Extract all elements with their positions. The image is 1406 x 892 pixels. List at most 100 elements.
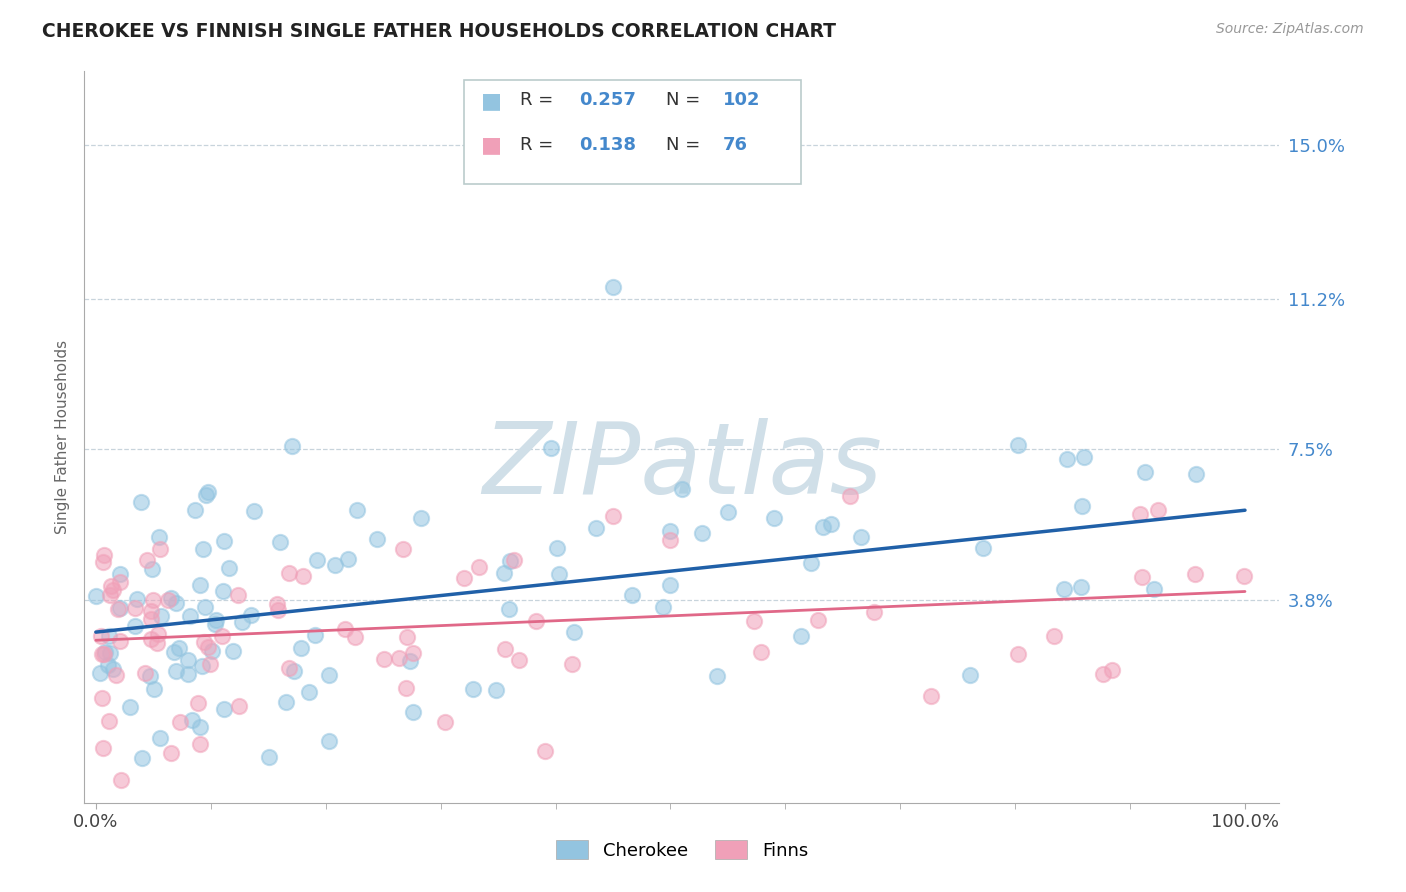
Point bbox=[218, 561, 240, 575]
Point bbox=[98, 588, 121, 602]
Point bbox=[91, 647, 114, 661]
Point bbox=[98, 646, 121, 660]
Point bbox=[212, 534, 235, 549]
Point bbox=[863, 605, 886, 619]
Point bbox=[191, 542, 214, 557]
Point bbox=[141, 592, 163, 607]
Point bbox=[1007, 647, 1029, 661]
Text: ■: ■ bbox=[481, 136, 502, 155]
Text: 102: 102 bbox=[723, 91, 761, 109]
Point bbox=[146, 627, 169, 641]
Point bbox=[98, 714, 121, 729]
Point bbox=[373, 652, 395, 666]
Point bbox=[179, 608, 201, 623]
Point bbox=[197, 485, 219, 500]
Point bbox=[540, 441, 562, 455]
Point bbox=[131, 751, 153, 765]
Point bbox=[396, 630, 419, 644]
Point bbox=[1070, 499, 1092, 513]
Point bbox=[101, 582, 124, 597]
Point bbox=[127, 592, 149, 607]
Point bbox=[160, 591, 183, 605]
Point bbox=[160, 746, 183, 760]
Text: Source: ZipAtlas.com: Source: ZipAtlas.com bbox=[1216, 22, 1364, 37]
Text: R =: R = bbox=[520, 136, 560, 153]
Point bbox=[561, 657, 583, 672]
Point bbox=[266, 597, 288, 611]
Point bbox=[849, 530, 872, 544]
Point bbox=[838, 489, 860, 503]
Point bbox=[193, 635, 215, 649]
Point bbox=[94, 645, 117, 659]
Point bbox=[195, 488, 218, 502]
Point bbox=[184, 502, 207, 516]
Point bbox=[1130, 570, 1153, 584]
Point bbox=[188, 737, 211, 751]
Point bbox=[602, 279, 624, 293]
Point bbox=[143, 682, 166, 697]
Point bbox=[110, 600, 132, 615]
Point bbox=[231, 615, 253, 629]
Point bbox=[191, 659, 214, 673]
Point bbox=[177, 667, 200, 681]
Point bbox=[498, 602, 520, 616]
Point bbox=[146, 636, 169, 650]
Point bbox=[807, 613, 830, 627]
Point bbox=[283, 665, 305, 679]
Point bbox=[163, 645, 186, 659]
Legend: Cherokee, Finns: Cherokee, Finns bbox=[555, 840, 808, 860]
Point bbox=[134, 665, 156, 680]
Point bbox=[167, 641, 190, 656]
Point bbox=[453, 571, 475, 585]
Point bbox=[176, 653, 198, 667]
Text: 76: 76 bbox=[723, 136, 748, 153]
Point bbox=[148, 530, 170, 544]
Point bbox=[337, 551, 360, 566]
Text: ■: ■ bbox=[481, 91, 502, 111]
Point bbox=[749, 645, 772, 659]
Point bbox=[1070, 580, 1092, 594]
Point bbox=[165, 664, 187, 678]
Point bbox=[93, 548, 115, 562]
Point bbox=[165, 596, 187, 610]
Point bbox=[1147, 503, 1170, 517]
Point bbox=[508, 653, 530, 667]
Point bbox=[1073, 450, 1095, 464]
Point bbox=[972, 541, 994, 555]
Point bbox=[524, 614, 547, 628]
Point bbox=[91, 555, 114, 569]
Point bbox=[212, 584, 235, 599]
Point bbox=[398, 654, 420, 668]
Text: 0.138: 0.138 bbox=[579, 136, 637, 153]
Point bbox=[533, 743, 555, 757]
Point bbox=[388, 651, 411, 665]
Point bbox=[392, 542, 415, 557]
Point bbox=[281, 439, 304, 453]
Point bbox=[494, 566, 516, 581]
Text: N =: N = bbox=[666, 91, 706, 109]
Point bbox=[129, 494, 152, 508]
Point bbox=[1133, 465, 1156, 479]
Point bbox=[763, 510, 786, 524]
Point bbox=[156, 593, 179, 607]
Point bbox=[659, 533, 682, 547]
Point bbox=[1007, 438, 1029, 452]
Point bbox=[602, 508, 624, 523]
Point bbox=[120, 700, 142, 714]
Point bbox=[169, 715, 191, 730]
Point bbox=[108, 634, 131, 648]
Point bbox=[671, 482, 693, 496]
Point bbox=[621, 588, 644, 602]
Text: R =: R = bbox=[520, 91, 560, 109]
Point bbox=[485, 682, 508, 697]
Point bbox=[402, 646, 425, 660]
Point bbox=[333, 622, 356, 636]
Point bbox=[920, 689, 942, 703]
Point bbox=[366, 532, 388, 546]
Point bbox=[124, 619, 146, 633]
Point bbox=[91, 690, 114, 705]
Point bbox=[1185, 467, 1208, 482]
Text: CHEROKEE VS FINNISH SINGLE FATHER HOUSEHOLDS CORRELATION CHART: CHEROKEE VS FINNISH SINGLE FATHER HOUSEH… bbox=[42, 22, 837, 41]
Point bbox=[402, 706, 425, 720]
Point bbox=[494, 641, 516, 656]
